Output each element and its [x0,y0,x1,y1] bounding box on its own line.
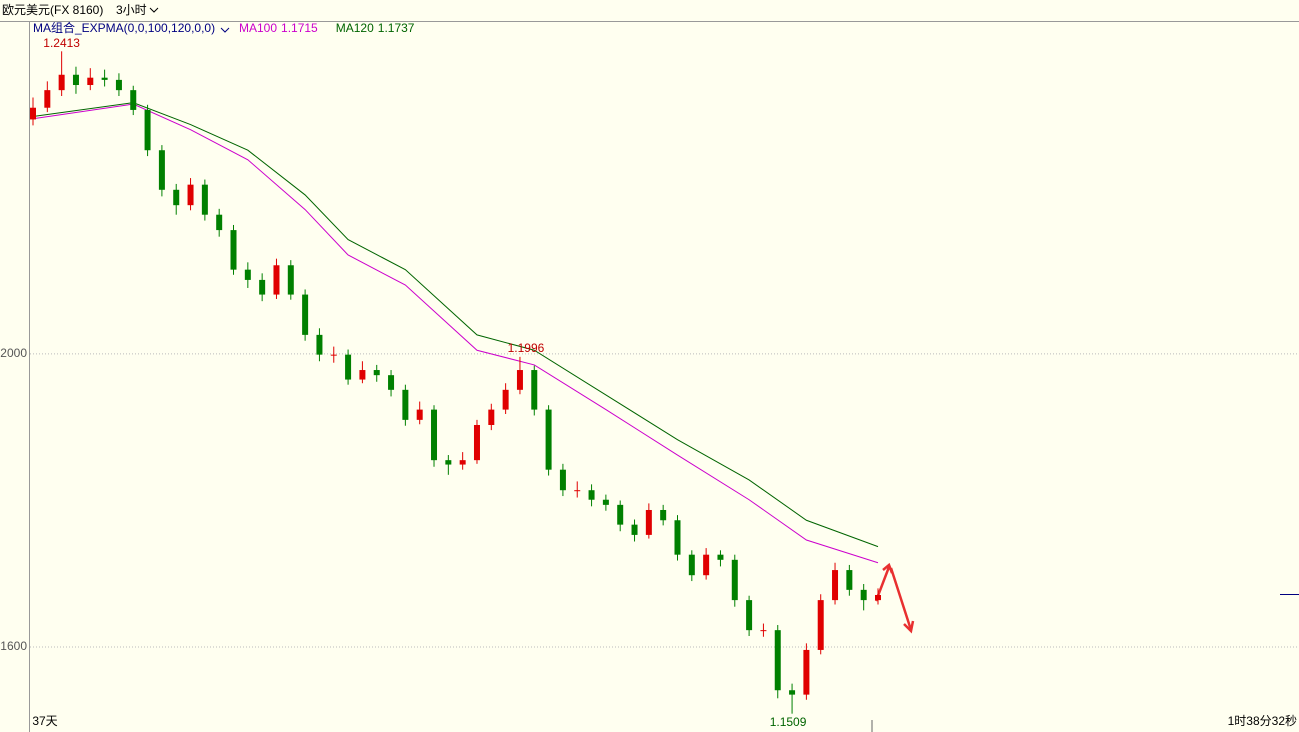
candle-body [87,77,94,86]
candle-body [287,265,294,295]
candle-body [774,630,781,691]
candle-body [602,499,609,505]
candle-body [717,554,724,560]
candle-body [488,409,495,425]
candle-body [660,509,667,521]
candle-body [101,77,108,80]
candle-body [115,79,122,91]
period-selector[interactable]: 3小时 [116,3,147,17]
candle-body [559,469,566,491]
candle-body [388,375,395,390]
candle-body [703,554,710,576]
min-label: 1.1509 [770,715,807,729]
candle-body [316,334,323,355]
candle-body [631,524,638,535]
candle-body [846,570,853,590]
candle-body [259,279,266,295]
candle-body [588,490,595,500]
candle-body [44,90,51,108]
candle-body [373,370,380,376]
indicator-name[interactable]: MA组合_EXPMA(0,0,100,120,0,0) [33,20,215,35]
candle-body [531,370,538,410]
candle-body [875,594,881,601]
period-chevron[interactable] [149,7,159,13]
max-label: 1.2413 [43,36,80,50]
candle-body [130,90,137,110]
candle-body [58,74,65,91]
forecast-arrows [874,562,915,634]
candle-body [144,109,151,151]
candle-body [173,189,180,206]
legend-value: 1.1737 [378,21,415,35]
candle-body [688,554,695,576]
candle-body [746,600,753,631]
legend-value: 1.1715 [281,21,318,35]
candle-body [617,504,624,525]
candle-body [431,409,438,461]
candle-body [803,649,810,695]
candle-body [330,354,337,356]
candle-body [445,460,452,465]
candle-body [302,294,309,335]
candle-body [645,509,652,535]
header-bar [0,0,1299,22]
candle-body [345,354,352,380]
legend-name: MA100 [239,21,277,35]
candle-body [516,370,523,390]
candle-body [244,269,251,280]
x-left-label: 37天 [32,714,57,728]
candle-body [574,490,581,492]
candle-body [832,570,839,601]
candle-body [789,690,796,695]
y-tick-label: 2000 [0,346,27,360]
candle-body [72,74,79,86]
ma-line [32,103,879,564]
candle-body [187,184,194,206]
candle-body [674,520,681,555]
peak-label: 1.1996 [508,341,545,355]
candle-body [473,424,480,461]
candle-body [860,589,867,601]
candle-body [158,150,165,190]
candle-body [731,559,738,601]
candle-body [402,389,409,420]
chart-title: 欧元美元(FX 8160) [2,3,103,17]
candle-body [502,389,509,410]
candle-body [760,630,767,632]
y-tick-label: 1600 [0,639,27,653]
countdown: 1时38分32秒 [1228,714,1297,728]
candle-body [201,184,208,215]
indicator-chevron[interactable] [220,27,230,33]
candle-body [230,230,237,270]
candle-body [545,409,552,470]
candle-body [817,600,824,650]
candle-body [359,370,366,380]
candle-body [216,214,223,231]
ma-line [32,102,879,548]
legend-name: MA120 [336,21,374,35]
candle-body [30,107,36,120]
candle-body [416,409,423,420]
candle-body [459,460,466,465]
candle-body [273,265,280,295]
